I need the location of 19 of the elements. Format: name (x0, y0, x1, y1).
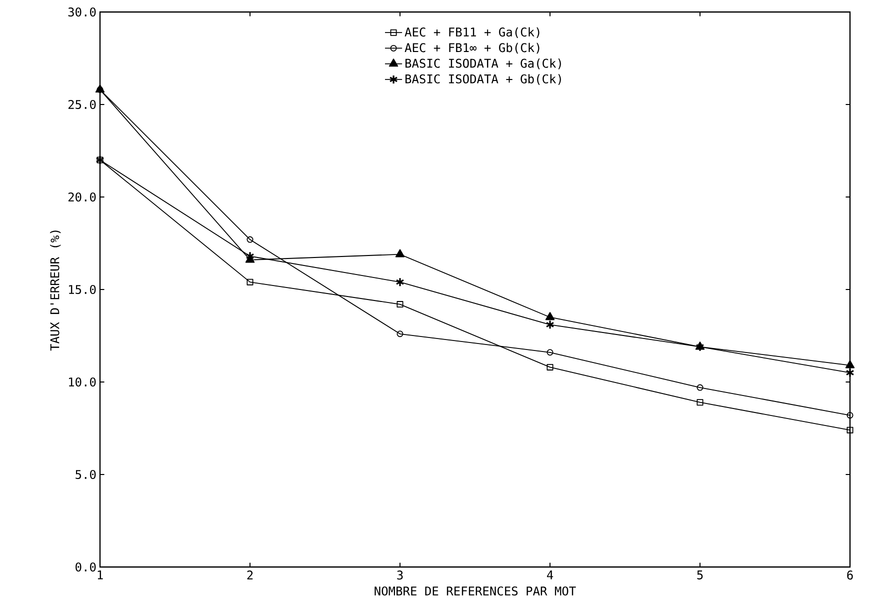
x-tick-label: 3 (397, 570, 403, 580)
y-tick-label: 30.0 (68, 7, 96, 17)
legend-label: BASIC ISODATA + Ga(Ck) (405, 58, 561, 70)
y-tick-label: 5.0 (76, 470, 96, 480)
x-tick-label: 1 (98, 570, 103, 580)
x-axis-title: NOMBRE DE REFERENCES PAR MOT (374, 586, 576, 596)
y-tick-label: 15.0 (69, 284, 96, 294)
x-tick-label: 5 (697, 570, 703, 580)
x-tick-label: 4 (546, 570, 554, 580)
y-tick-label: 20.0 (68, 192, 96, 202)
y-tick-label: 10.0 (69, 377, 96, 387)
x-tick-label: 6 (847, 570, 853, 580)
y-axis-title: TAUX D'ERREUR (%) (50, 230, 61, 351)
legend-label: BASIC ISODATA + Gb(Ck) (405, 74, 561, 85)
x-tick-label: 2 (247, 570, 253, 580)
y-tick-label: 0.0 (76, 562, 96, 572)
legend-label: AEC + FB11 + Ga(Ck) (404, 27, 540, 38)
y-tick-label: 25.0 (68, 100, 96, 110)
legend-label: AEC + FB1∞ + Gb(Ck) (404, 42, 540, 54)
